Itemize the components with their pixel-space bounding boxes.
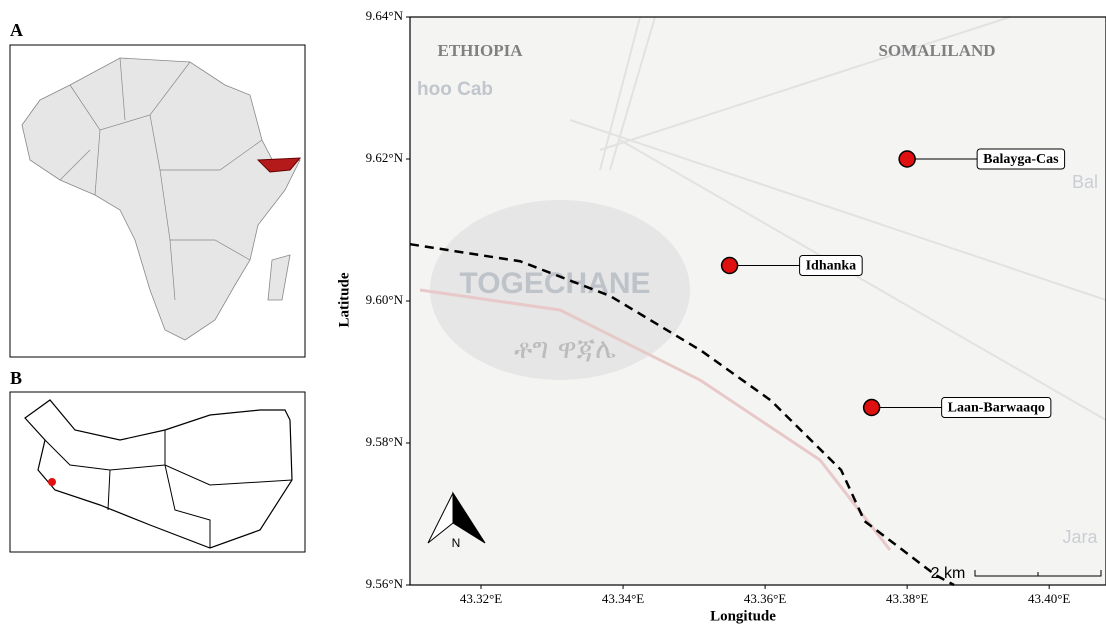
panel-label: B xyxy=(10,368,22,388)
north-label: N xyxy=(452,536,461,550)
y-tick-label: 9.56°N xyxy=(366,576,404,591)
y-tick-label: 9.58°N xyxy=(366,434,404,449)
point xyxy=(722,258,738,274)
point xyxy=(864,400,880,416)
region-label: ETHIOPIA xyxy=(437,41,523,60)
y-tick-label: 9.64°N xyxy=(366,8,404,23)
scale-label: 2 km xyxy=(931,565,966,582)
x-axis-label: Longitude xyxy=(710,608,776,624)
basemap-label: Bal xyxy=(1072,172,1098,192)
x-tick-label: 43.36°E xyxy=(744,591,786,606)
location xyxy=(48,478,56,486)
figure: A B TOGECHANE ቶግ ዋጃሌ hoo Cab Bal Jara ETHIOPI… xyxy=(0,0,1106,627)
point-label: Idhanka xyxy=(806,259,857,274)
point-label: Laan-Barwaaqo xyxy=(948,401,1045,416)
basemap-label: TOGECHANE xyxy=(459,267,650,300)
page: A B TOGECHANE ቶግ ዋጃሌ hoo Cab Bal Jara ETHIOPI… xyxy=(0,0,1106,632)
y-tick-label: 9.62°N xyxy=(366,150,404,165)
panel-label: A xyxy=(10,20,23,40)
y-axis-label: Latitude xyxy=(336,272,352,327)
y-tick-label: 9.60°N xyxy=(366,292,404,307)
x-tick-label: 43.38°E xyxy=(886,591,928,606)
x-tick-label: 43.34°E xyxy=(602,591,644,606)
point xyxy=(899,151,915,167)
basemap-label: hoo Cab xyxy=(417,79,493,100)
point-label: Balayga-Cas xyxy=(983,152,1059,167)
basemap-label: ቶግ ዋጃሌ xyxy=(514,332,616,365)
x-tick-label: 43.40°E xyxy=(1028,591,1070,606)
basemap-label: Jara xyxy=(1062,527,1098,547)
x-tick-label: 43.32°E xyxy=(460,591,502,606)
region-label: SOMALILAND xyxy=(878,41,995,60)
